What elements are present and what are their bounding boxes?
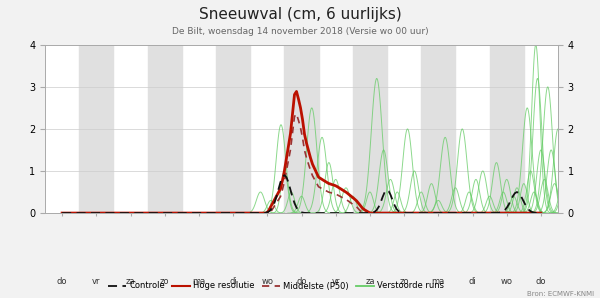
- Text: vr: vr: [331, 277, 340, 286]
- Bar: [421, 45, 455, 213]
- Text: ma: ma: [192, 277, 206, 286]
- Bar: [353, 45, 387, 213]
- Text: Bron: ECMWF-KNMI: Bron: ECMWF-KNMI: [527, 291, 594, 297]
- Text: Sneeuwval (cm, 6 uurlijks): Sneeuwval (cm, 6 uurlijks): [199, 7, 401, 22]
- Text: do: do: [296, 277, 307, 286]
- Bar: [148, 45, 182, 213]
- Text: di: di: [469, 277, 476, 286]
- Text: zo: zo: [400, 277, 409, 286]
- Text: wo: wo: [501, 277, 513, 286]
- Text: vr: vr: [92, 277, 101, 286]
- Text: De Bilt, woensdag 14 november 2018 (Versie wo 00 uur): De Bilt, woensdag 14 november 2018 (Vers…: [172, 27, 428, 36]
- Text: zo: zo: [160, 277, 169, 286]
- Text: wo: wo: [262, 277, 274, 286]
- Text: za: za: [365, 277, 374, 286]
- Text: di: di: [229, 277, 237, 286]
- Bar: [79, 45, 113, 213]
- Text: za: za: [126, 277, 135, 286]
- Text: do: do: [536, 277, 546, 286]
- Bar: [216, 45, 250, 213]
- Text: ma: ma: [431, 277, 445, 286]
- Bar: [284, 45, 319, 213]
- Legend: Controle, Hoge resolutie, Middelste (P50), Verstoorde runs: Controle, Hoge resolutie, Middelste (P50…: [104, 278, 448, 294]
- Bar: [490, 45, 524, 213]
- Text: do: do: [57, 277, 67, 286]
